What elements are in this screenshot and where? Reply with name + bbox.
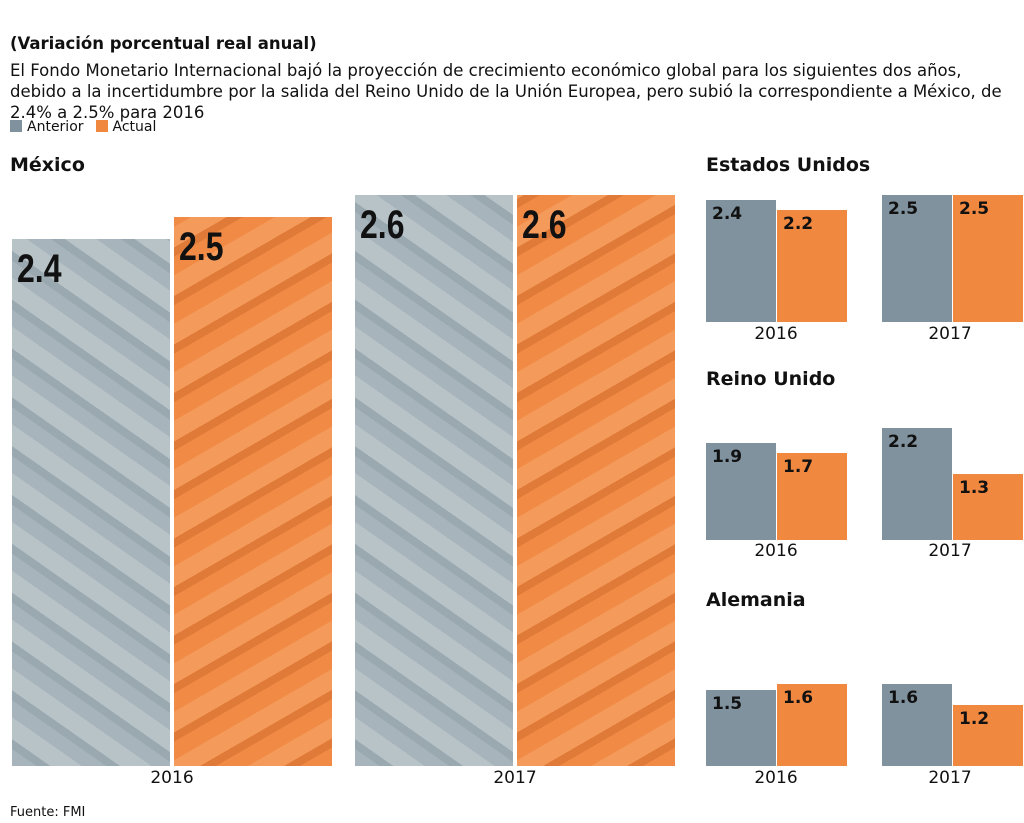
data-label: 2.5 <box>959 198 990 219</box>
data-label: 2.5 <box>179 225 224 269</box>
bar-anterior-2017: 1.6 <box>882 684 952 766</box>
data-label: 2.4 <box>17 246 62 291</box>
legend-label: Actual <box>112 119 157 135</box>
data-label: 1.7 <box>783 457 814 478</box>
legend-anterior: Anterior <box>10 119 84 135</box>
x-tick-label: 2016 <box>150 768 194 788</box>
bar-actual-2016: 1.7 <box>777 453 847 540</box>
bar-anterior-2016: 1.5 <box>706 689 776 766</box>
data-label: 2.2 <box>783 213 814 234</box>
bar-actual-2017: 2.5 <box>953 194 1023 322</box>
legend: Anterior Actual <box>10 119 156 135</box>
data-label: 1.6 <box>783 688 814 709</box>
data-label: 1.9 <box>712 447 743 468</box>
bar-actual-2017: 1.3 <box>953 473 1023 540</box>
source: Fuente: FMI <box>10 805 86 820</box>
legend-swatch-actual <box>95 120 108 132</box>
panel-title-alemania: Alemania <box>706 589 806 611</box>
data-label: 2.2 <box>888 431 919 452</box>
legend-actual: Actual <box>95 119 157 135</box>
subtitle: (Variación porcentual real anual) <box>10 34 317 53</box>
bar-actual-2017: 1.2 <box>953 704 1023 766</box>
description: El Fondo Monetario Internacional bajó la… <box>10 61 1002 122</box>
bar-actual-2016: 2.5 <box>174 217 332 766</box>
bar-actual-2017: 2.6 <box>517 195 675 766</box>
x-tick-label: 2017 <box>493 768 537 788</box>
bar-anterior-2017: 2.6 <box>355 195 513 766</box>
data-label: 2.6 <box>360 203 405 248</box>
data-label: 1.6 <box>888 688 919 709</box>
x-tick-label: 2016 <box>754 541 798 561</box>
panel-title-reino-unido: Reino Unido <box>706 368 836 390</box>
panel-title-estados-unidos: Estados Unidos <box>706 154 871 176</box>
panel-title-mexico: México <box>10 154 85 176</box>
bar-anterior-2016: 2.4 <box>12 238 170 766</box>
bar-anterior-2017: 2.2 <box>882 427 952 540</box>
bar-actual-2016: 1.6 <box>777 684 847 766</box>
x-tick-label: 2016 <box>754 768 798 788</box>
x-tick-label: 2017 <box>928 768 972 788</box>
x-tick-label: 2017 <box>928 324 972 344</box>
bar-anterior-2016: 1.9 <box>706 443 776 540</box>
data-label: 2.5 <box>888 198 919 219</box>
data-label: 2.6 <box>522 203 567 248</box>
data-label: 1.3 <box>959 477 990 498</box>
bar-anterior-2017: 2.5 <box>882 194 952 322</box>
data-label: 2.4 <box>712 203 743 224</box>
x-tick-label: 2016 <box>754 324 798 344</box>
x-tick-label: 2017 <box>928 541 972 561</box>
legend-label: Anterior <box>27 119 84 135</box>
bar-actual-2016: 2.2 <box>777 209 847 322</box>
legend-swatch-anterior <box>10 120 22 132</box>
data-label: 1.2 <box>959 708 990 729</box>
data-label: 1.5 <box>712 693 743 714</box>
bar-anterior-2016: 2.4 <box>706 199 776 322</box>
